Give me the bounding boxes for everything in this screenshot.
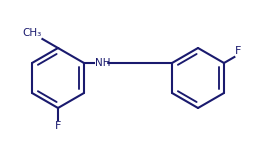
Text: F: F: [235, 46, 242, 56]
Text: NH: NH: [95, 58, 110, 68]
Text: F: F: [55, 121, 61, 131]
Text: CH₃: CH₃: [22, 28, 41, 38]
